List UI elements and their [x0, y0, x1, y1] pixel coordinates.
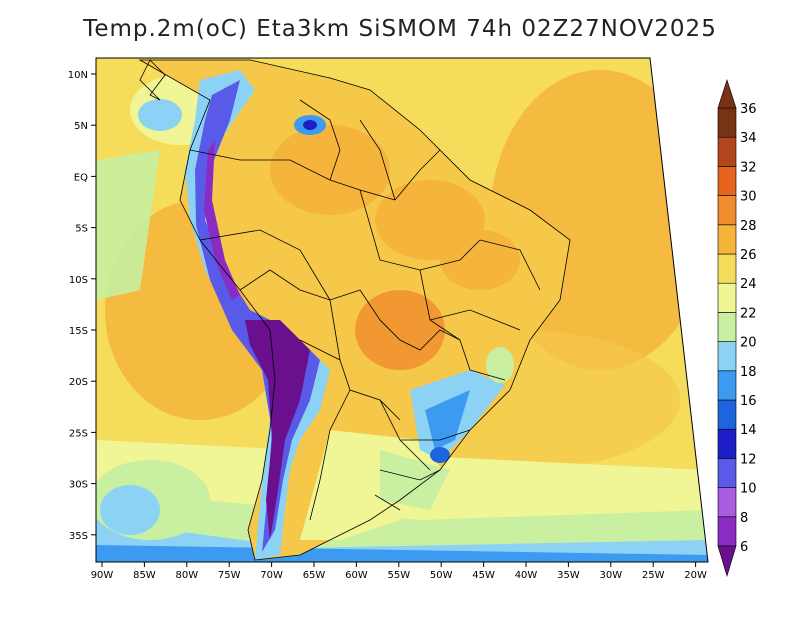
lat-tick-label: EQ [74, 172, 88, 183]
lon-tick-label: 20W [684, 570, 707, 581]
colorbar-label: 32 [740, 160, 757, 175]
colorbar-label: 10 [740, 482, 757, 497]
lon-tick-label: 50W [430, 570, 453, 581]
colorbar-arrow-max [717, 79, 737, 109]
map-frame [95, 57, 709, 563]
lat-tick-label: 10S [69, 275, 88, 286]
lon-tick-label: 65W [303, 570, 326, 581]
colorbar-segment [717, 516, 737, 547]
colorbar-label: 36 [740, 102, 757, 117]
lon-tick-label: 40W [515, 570, 538, 581]
lon-tick-label: 45W [472, 570, 495, 581]
colorbar-label: 6 [740, 540, 748, 555]
colorbar-label: 22 [740, 306, 757, 321]
colorbar-segment [717, 370, 737, 401]
lat-tick-label: 25S [69, 428, 88, 439]
lat-tick-label: 20S [69, 377, 88, 388]
colorbar-segment [717, 107, 737, 138]
lat-tick-label: 10N [68, 70, 88, 81]
colorbar-label: 16 [740, 394, 757, 409]
colorbar-label: 12 [740, 452, 757, 467]
colorbar-label: 26 [740, 248, 757, 263]
lon-tick-label: 25W [642, 570, 665, 581]
latitude-axis: 10N 5N EQ 5S 10S 15S 20S 25S 30S 35S [68, 70, 96, 542]
colorbar-segment [717, 312, 737, 342]
country-borders [138, 59, 571, 561]
colorbar-label: 28 [740, 219, 757, 234]
colorbar-label: 8 [740, 511, 748, 526]
colorbar-label: 20 [740, 336, 757, 351]
colorbar-segment [717, 399, 737, 430]
lon-tick-label: 35W [557, 570, 580, 581]
colorbar-segment [717, 224, 737, 255]
colorbar: 6 8 10 12 14 16 18 20 22 24 26 28 30 32 34 36 [717, 79, 757, 578]
colorbar-segment [717, 428, 737, 459]
temperature-field [96, 58, 708, 562]
colorbar-label: 18 [740, 365, 757, 380]
colorbar-segment [717, 282, 737, 313]
colorbar-segment [717, 136, 737, 167]
lat-tick-label: 35S [69, 531, 88, 542]
lon-tick-label: 85W [133, 570, 156, 581]
colorbar-segment [717, 487, 737, 518]
colorbar-segment [717, 341, 737, 372]
colorbar-label: 14 [740, 423, 757, 438]
lon-tick-label: 55W [387, 570, 410, 581]
map-title: Temp.2m(oC) Eta3km SiSMOM 74h 02Z27NOV20… [83, 16, 717, 42]
colorbar-segment [717, 253, 737, 284]
colorbar-segment [717, 166, 737, 196]
lon-tick-label: 60W [345, 570, 368, 581]
lon-tick-label: 75W [218, 570, 241, 581]
lon-tick-label: 30W [599, 570, 622, 581]
colorbar-label: 24 [740, 277, 757, 292]
lat-tick-label: 5S [75, 224, 88, 235]
longitude-axis: 90W 85W 80W 75W 70W 65W 60W 55W 50W 45W 40W 35W 30W 2… [91, 562, 707, 581]
lat-tick-label: 30S [69, 480, 88, 491]
colorbar-label: 30 [740, 190, 757, 205]
lat-tick-label: 5N [74, 121, 88, 132]
lon-tick-label: 90W [91, 570, 114, 581]
colorbar-segment [717, 458, 737, 488]
lat-tick-label: 15S [69, 326, 88, 337]
colorbar-arrow-min [717, 545, 737, 578]
colorbar-label: 34 [740, 131, 757, 146]
colorbar-segment [717, 195, 737, 226]
lon-tick-label: 80W [175, 570, 198, 581]
lon-tick-label: 70W [260, 570, 283, 581]
